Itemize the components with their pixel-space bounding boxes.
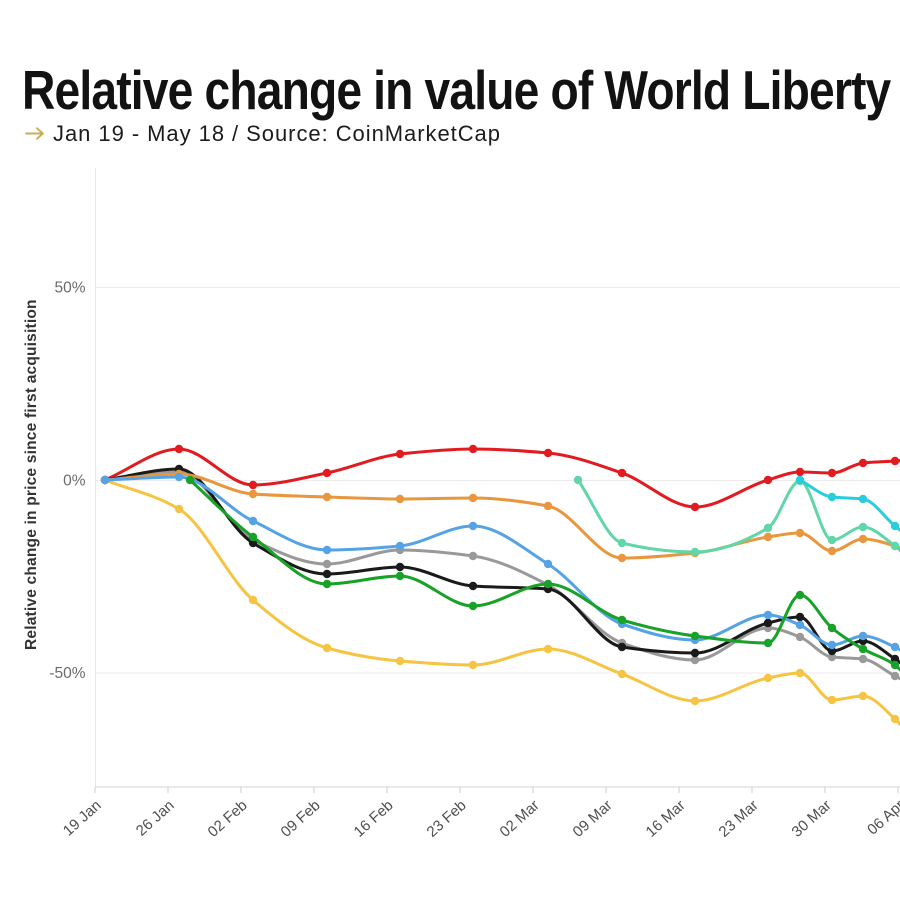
- svg-text:09 Mar: 09 Mar: [570, 797, 616, 841]
- svg-text:23 Mar: 23 Mar: [716, 797, 762, 841]
- svg-text:16 Mar: 16 Mar: [643, 797, 689, 841]
- svg-text:09 Feb: 09 Feb: [278, 797, 324, 841]
- svg-text:16 Feb: 16 Feb: [351, 797, 397, 841]
- svg-text:19 Jan: 19 Jan: [60, 797, 105, 840]
- svg-text:02 Mar: 02 Mar: [497, 797, 543, 841]
- svg-text:30 Mar: 30 Mar: [789, 797, 835, 841]
- svg-text:Relative change in price since: Relative change in price since first acq…: [23, 299, 40, 650]
- svg-text:26 Jan: 26 Jan: [133, 797, 178, 840]
- svg-text:06 Apr: 06 Apr: [864, 797, 900, 839]
- svg-text:02 Feb: 02 Feb: [205, 797, 251, 841]
- svg-text:50%: 50%: [54, 280, 85, 297]
- svg-text:0%: 0%: [63, 473, 86, 490]
- svg-text:23 Feb: 23 Feb: [424, 797, 470, 841]
- svg-text:-50%: -50%: [49, 665, 85, 682]
